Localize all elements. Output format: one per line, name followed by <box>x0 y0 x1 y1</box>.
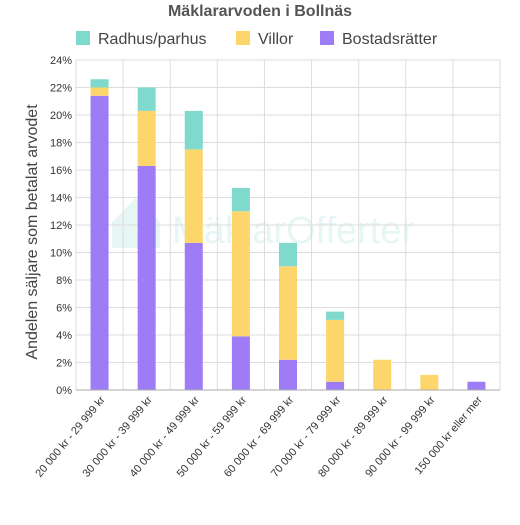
bar-segment-villor <box>326 319 345 382</box>
bar-segment-bostadsr-tter <box>90 95 109 390</box>
bar-segment-radhus-parhus <box>231 187 250 212</box>
bar-segment-bostadsr-tter <box>326 381 345 390</box>
y-tick-label: 0% <box>56 385 72 397</box>
y-tick-label: 10% <box>50 248 72 260</box>
y-tick-label: 4% <box>56 330 72 342</box>
bar-segment-villor <box>279 266 297 360</box>
bar-segment-villor <box>420 374 439 390</box>
bar-segment-radhus-parhus <box>90 79 109 88</box>
y-axis-label: Andelen säljare som betalat arvodet <box>24 104 41 360</box>
bar-segment-radhus-parhus <box>279 242 297 267</box>
chart-title: Mäklararvoden i Bollnäs <box>168 3 352 20</box>
bar-segment-bostadsr-tter <box>467 381 486 390</box>
bar-segment-villor <box>184 149 203 243</box>
bar-segment-bostadsr-tter <box>184 242 203 390</box>
y-tick-label: 22% <box>50 83 72 95</box>
bar-segment-bostadsr-tter <box>231 336 250 390</box>
bars <box>90 79 486 390</box>
bar-segment-radhus-parhus <box>326 311 345 320</box>
legend-label: Radhus/parhus <box>98 31 207 48</box>
y-tick-label: 14% <box>50 193 72 205</box>
bar-segment-radhus-parhus <box>137 87 156 111</box>
bar-segment-villor <box>90 87 109 96</box>
bar-segment-bostadsr-tter <box>137 165 156 390</box>
y-tick-label: 6% <box>56 303 72 315</box>
legend-label: Bostadsrätter <box>342 31 438 48</box>
bar-segment-radhus-parhus <box>184 110 203 150</box>
legend-label: Villor <box>258 31 294 48</box>
legend-swatch <box>76 31 90 45</box>
y-tick-label: 12% <box>50 220 72 232</box>
y-tick-label: 16% <box>50 165 72 177</box>
legend-swatch <box>320 31 334 45</box>
bar-segment-bostadsr-tter <box>279 359 297 390</box>
y-tick-label: 20% <box>50 110 72 122</box>
bar-segment-villor <box>137 110 156 166</box>
y-tick-label: 8% <box>56 275 72 287</box>
legend-swatch <box>236 31 250 45</box>
bar-segment-villor <box>231 211 250 337</box>
y-tick-label: 24% <box>50 55 72 67</box>
y-tick-label: 18% <box>50 138 72 150</box>
legend: Radhus/parhus Villor Bostadsrätter <box>76 31 438 48</box>
bar-segment-villor <box>373 359 392 390</box>
y-tick-label: 2% <box>56 358 72 370</box>
